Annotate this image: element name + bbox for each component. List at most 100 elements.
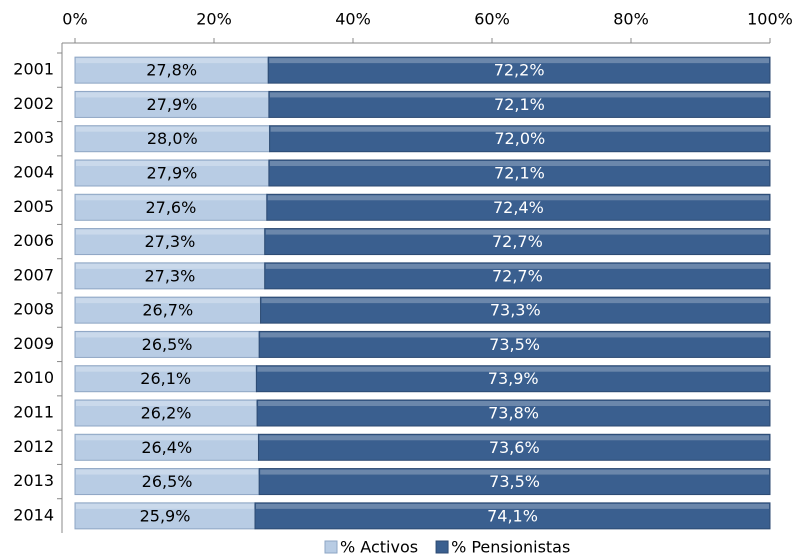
y-tick-label: 2009 bbox=[13, 334, 54, 353]
data-label: 73,5% bbox=[489, 335, 540, 354]
x-tick-label: 40% bbox=[335, 10, 371, 29]
bar-segment bbox=[264, 228, 771, 256]
data-label: 74,1% bbox=[487, 506, 538, 525]
y-tick-label: 2010 bbox=[13, 368, 54, 387]
bar-highlight bbox=[260, 332, 769, 338]
y-tick-label: 2013 bbox=[13, 471, 54, 490]
bar-highlight bbox=[258, 401, 769, 406]
bar-highlight bbox=[269, 58, 769, 64]
data-label: 73,8% bbox=[488, 404, 539, 423]
data-label: 27,6% bbox=[145, 198, 196, 217]
y-tick-label: 2014 bbox=[13, 505, 54, 524]
data-label: 26,1% bbox=[140, 369, 191, 388]
bar-highlight bbox=[265, 263, 769, 269]
bar-highlight bbox=[76, 58, 268, 64]
bar-segment bbox=[260, 296, 771, 324]
bar-segment bbox=[74, 296, 262, 324]
bar-highlight bbox=[259, 435, 769, 441]
y-tick-label: 2001 bbox=[13, 60, 54, 79]
bar-segment bbox=[269, 125, 771, 153]
data-label: 27,8% bbox=[146, 61, 197, 80]
bar-highlight bbox=[256, 503, 769, 509]
bar-highlight bbox=[76, 92, 268, 98]
bar-highlight bbox=[269, 161, 769, 166]
data-label: 26,5% bbox=[142, 335, 193, 354]
data-label: 73,6% bbox=[489, 438, 540, 457]
y-tick-label: 2006 bbox=[13, 231, 54, 250]
legend-swatch bbox=[435, 540, 449, 554]
bar-highlight bbox=[269, 92, 769, 98]
bar-highlight bbox=[76, 263, 264, 269]
bar-segment bbox=[257, 433, 771, 461]
data-label: 25,9% bbox=[140, 506, 191, 525]
data-label: 73,9% bbox=[488, 369, 539, 388]
bar-segment bbox=[258, 330, 771, 358]
bar-highlight bbox=[76, 469, 259, 475]
bar-segment bbox=[74, 468, 260, 496]
data-label: 72,7% bbox=[492, 232, 543, 251]
bar-highlight bbox=[76, 503, 255, 509]
y-tick-label: 2008 bbox=[13, 300, 54, 319]
bar-segment bbox=[254, 502, 771, 530]
data-label: 72,0% bbox=[494, 129, 545, 148]
data-label: 27,9% bbox=[147, 95, 198, 114]
y-tick-label: 2005 bbox=[13, 197, 54, 216]
data-label: 26,5% bbox=[142, 472, 193, 491]
data-label: 72,7% bbox=[492, 266, 543, 285]
data-label: 73,3% bbox=[490, 301, 541, 320]
bar-segment bbox=[74, 502, 256, 530]
bar-segment bbox=[256, 399, 771, 427]
bar-segment bbox=[267, 56, 771, 84]
data-label: 73,5% bbox=[489, 472, 540, 491]
y-tick-label: 2002 bbox=[13, 94, 54, 113]
legend-swatch bbox=[324, 540, 338, 554]
bar-highlight bbox=[270, 126, 769, 132]
data-label: 28,0% bbox=[147, 129, 198, 148]
y-tick-label: 2011 bbox=[13, 403, 54, 422]
bar-segment bbox=[255, 365, 771, 393]
bar-highlight bbox=[265, 229, 769, 235]
bar-segment bbox=[264, 262, 771, 290]
data-label: 27,3% bbox=[144, 266, 195, 285]
bar-highlight bbox=[76, 298, 260, 304]
data-label: 26,7% bbox=[142, 301, 193, 320]
bar-highlight bbox=[76, 332, 259, 338]
bar-segment bbox=[74, 330, 260, 358]
x-tick-label: 20% bbox=[196, 10, 232, 29]
data-label: 26,4% bbox=[141, 438, 192, 457]
legend-label: % Activos bbox=[340, 538, 418, 557]
x-tick-label: 100% bbox=[747, 10, 793, 29]
data-label: 72,1% bbox=[494, 95, 545, 114]
bar-segment bbox=[268, 90, 771, 118]
y-tick-label: 2004 bbox=[13, 163, 54, 182]
bar-segment bbox=[266, 193, 771, 221]
bar-segment bbox=[74, 193, 268, 221]
bar-highlight bbox=[76, 195, 266, 201]
data-label: 26,2% bbox=[141, 404, 192, 423]
bar-highlight bbox=[76, 126, 269, 132]
bar-segment bbox=[74, 399, 258, 427]
bar-highlight bbox=[267, 195, 769, 201]
y-tick-label: 2012 bbox=[13, 437, 54, 456]
bar-highlight bbox=[76, 229, 264, 235]
data-label: 27,3% bbox=[144, 232, 195, 251]
y-tick-label: 2003 bbox=[13, 128, 54, 147]
bar-segment bbox=[74, 159, 270, 187]
bar-highlight bbox=[76, 366, 256, 372]
x-tick-label: 80% bbox=[613, 10, 649, 29]
bar-segment bbox=[258, 468, 771, 496]
bar-highlight bbox=[261, 298, 769, 304]
bar-highlight bbox=[260, 469, 769, 475]
legend-label: % Pensionistas bbox=[451, 538, 570, 557]
data-label: 72,4% bbox=[493, 198, 544, 217]
bar-highlight bbox=[76, 435, 258, 441]
bar-highlight bbox=[257, 366, 769, 372]
bar-segment bbox=[268, 159, 771, 187]
bar-segment bbox=[74, 365, 257, 393]
data-label: 72,1% bbox=[494, 164, 545, 183]
data-label: 72,2% bbox=[494, 61, 545, 80]
data-label: 27,9% bbox=[147, 164, 198, 183]
bar-segment bbox=[74, 433, 259, 461]
y-tick-label: 2007 bbox=[13, 265, 54, 284]
